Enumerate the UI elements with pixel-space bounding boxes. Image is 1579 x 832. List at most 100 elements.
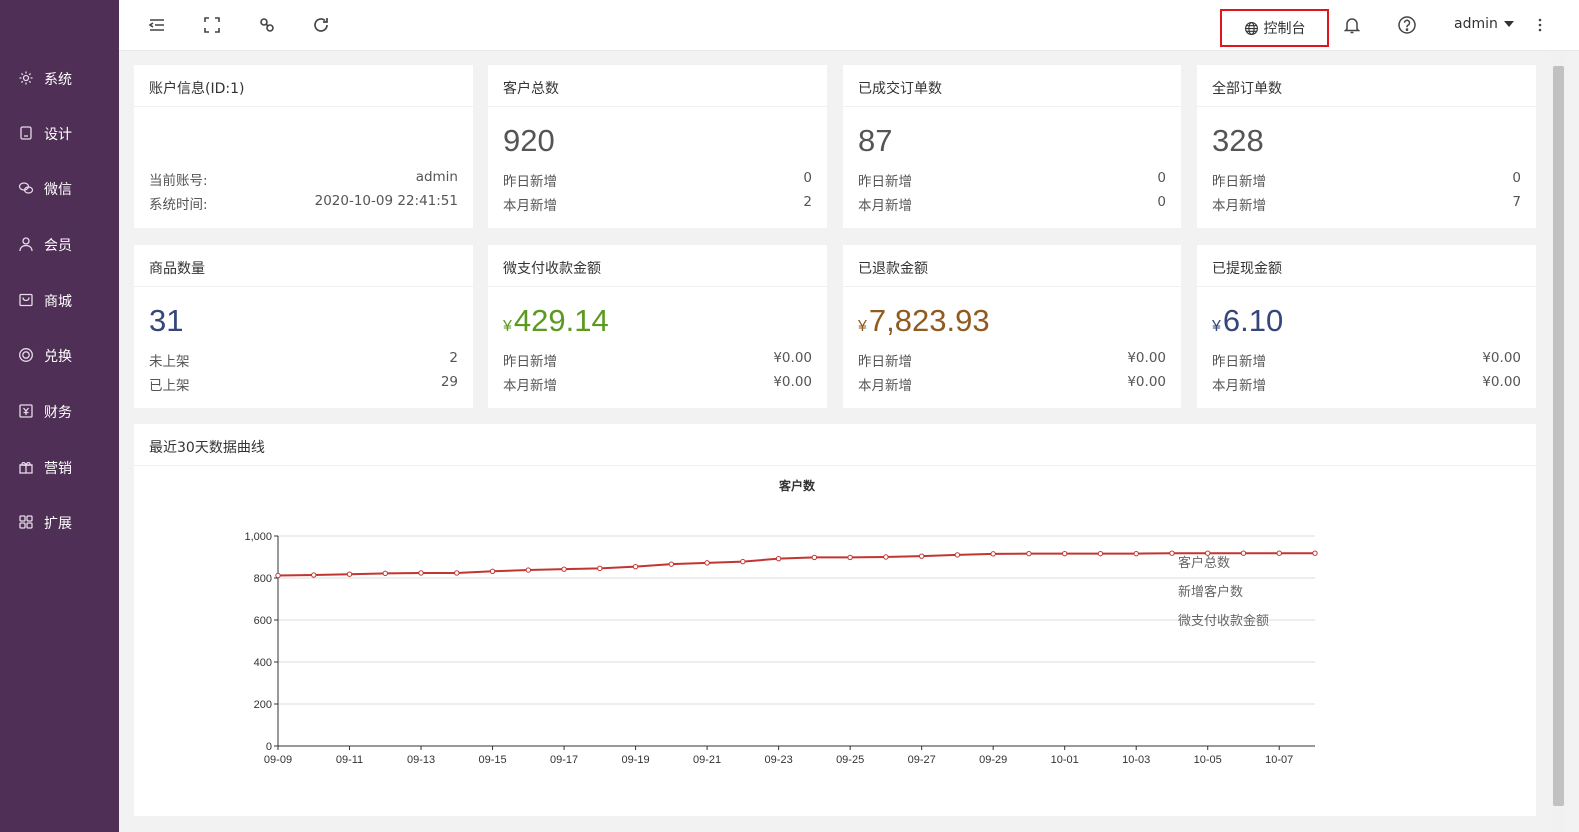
fullscreen-icon[interactable]	[201, 14, 223, 36]
menu-collapse-icon[interactable]	[146, 14, 168, 36]
stat-row: 本月新增 0	[858, 194, 1166, 214]
stat-value: 920	[503, 123, 555, 158]
stat-label: 昨日新增	[1212, 354, 1266, 370]
console-button[interactable]: 控制台	[1220, 9, 1329, 47]
wxpay-card: 微支付收款金额 ¥429.14 昨日新增 ¥0.00 本月新增 ¥0.00	[488, 245, 827, 408]
sidebar-item-exchange[interactable]: 兑换	[0, 335, 119, 375]
refresh-icon[interactable]	[310, 14, 332, 36]
sidebar-item-member[interactable]: 会员	[0, 224, 119, 264]
data-point	[525, 567, 532, 573]
x-tick-label: 09-11	[336, 754, 363, 766]
exchange-icon	[19, 348, 33, 362]
stat-row-value: 0	[1157, 170, 1166, 186]
wechat-icon	[18, 182, 34, 194]
topbar: 控制台 admin	[119, 0, 1579, 51]
stat-row: 昨日新增 ¥0.00	[858, 350, 1166, 370]
chart-title: 客户数	[778, 478, 816, 493]
line-chart: 客户数 0 200 400 600 800 1,000 09-09 09-11 09-13 09-1…	[244, 478, 1318, 766]
stat-label: 昨日新增	[858, 354, 912, 370]
gear-icon	[19, 71, 33, 85]
stat-label: 昨日新增	[858, 174, 912, 190]
user-menu[interactable]: admin	[1454, 16, 1514, 32]
sidebar-item-marketing[interactable]: 营销	[0, 447, 119, 487]
sidebar-item-shop[interactable]: 商城	[0, 280, 119, 320]
gift-icon	[19, 461, 33, 474]
stat-label: 未上架	[149, 354, 190, 370]
data-point	[668, 561, 675, 567]
data-point	[740, 558, 746, 565]
customers-card: 客户总数 920 昨日新增 0 本月新增 2	[488, 65, 827, 228]
scrollbar-thumb[interactable]	[1553, 66, 1564, 806]
stat-row-value: 2	[803, 194, 812, 210]
sidebar-item-label: 财务	[44, 405, 72, 421]
y-tick-label: 1,000	[244, 531, 272, 543]
stat-row: 未上架 2	[149, 350, 458, 370]
x-tick-label: 10-05	[1194, 754, 1222, 766]
x-tick-label: 09-13	[407, 754, 435, 766]
x-tick-label: 09-25	[836, 754, 864, 766]
y-tick-label: 800	[254, 573, 272, 585]
globe-icon	[1244, 21, 1258, 35]
stat-row-value: 29	[440, 374, 458, 390]
stat-label: 本月新增	[858, 198, 912, 214]
stat-value: ¥6.10	[1212, 303, 1283, 339]
info-label: 系统时间:	[149, 197, 208, 213]
info-row: 系统时间: 2020-10-09 22:41:51	[149, 193, 458, 213]
data-point	[1276, 550, 1282, 556]
data-point	[1312, 550, 1318, 556]
amount: 429.14	[513, 303, 609, 338]
sidebar-item-extend[interactable]: 扩展	[0, 502, 119, 542]
sidebar-item-wechat[interactable]: 微信	[0, 168, 119, 208]
stat-row-value: 2	[449, 350, 458, 366]
x-tick-label: 09-15	[478, 754, 506, 766]
more-vertical-icon[interactable]	[1529, 14, 1551, 36]
bell-icon[interactable]	[1341, 14, 1363, 36]
x-tick-label: 09-23	[765, 754, 793, 766]
done-orders-card: 已成交订单数 87 昨日新增 0 本月新增 0	[843, 65, 1181, 228]
stat-label: 本月新增	[1212, 378, 1266, 394]
design-icon	[20, 126, 32, 140]
sidebar-item-label: 设计	[44, 127, 72, 143]
finance-icon	[19, 404, 33, 418]
stat-row-value: ¥0.00	[1482, 374, 1521, 390]
data-point	[597, 565, 603, 572]
link-icon[interactable]	[256, 14, 278, 36]
data-point	[775, 555, 782, 562]
card-title: 已提现金额	[1197, 245, 1536, 287]
sidebar-item-finance[interactable]: 财务	[0, 391, 119, 431]
stat-label: 昨日新增	[1212, 174, 1266, 190]
stat-row: 昨日新增 0	[503, 170, 812, 190]
data-point	[847, 554, 853, 561]
x-tick-label: 09-21	[693, 754, 721, 766]
refund-card: 已退款金额 ¥7,823.93 昨日新增 ¥0.00 本月新增 ¥0.00	[843, 245, 1181, 408]
sidebar-item-label: 会员	[44, 238, 72, 254]
stat-value: 328	[1212, 123, 1264, 158]
card-title: 最近30天数据曲线	[134, 424, 1536, 466]
y-tick-label: 600	[254, 615, 272, 627]
stat-row-value: ¥0.00	[773, 374, 812, 390]
stat-label: 已上架	[149, 378, 190, 394]
card-title: 客户总数	[488, 65, 827, 107]
legend-item: 客户总数	[1178, 555, 1230, 571]
username: admin	[1454, 16, 1498, 32]
help-icon[interactable]	[1396, 14, 1418, 36]
sidebar-item-system[interactable]: 系统	[0, 58, 119, 98]
stat-value: ¥429.14	[503, 303, 609, 339]
sidebar-item-design[interactable]: 设计	[0, 113, 119, 153]
info-row: 当前账号: admin	[149, 169, 458, 189]
info-value: 2020-10-09 22:41:51	[314, 193, 458, 209]
card-title: 已成交订单数	[843, 65, 1181, 107]
stat-value: 87	[858, 123, 893, 158]
stat-row-value: ¥0.00	[1127, 350, 1166, 366]
x-tick-label: 09-17	[550, 754, 578, 766]
products-card: 商品数量 31 未上架 2 已上架 29	[134, 245, 473, 408]
amount: 7,823.93	[868, 303, 990, 338]
data-point	[1097, 550, 1104, 557]
card-title: 账户信息(ID:1)	[134, 65, 473, 107]
stat-row-value: ¥0.00	[1482, 350, 1521, 366]
data-point	[954, 552, 961, 558]
chevron-down-icon	[1503, 21, 1514, 27]
sidebar-item-label: 兑换	[44, 349, 72, 365]
stat-row: 本月新增 ¥0.00	[503, 374, 812, 394]
grid-icon	[19, 515, 33, 529]
